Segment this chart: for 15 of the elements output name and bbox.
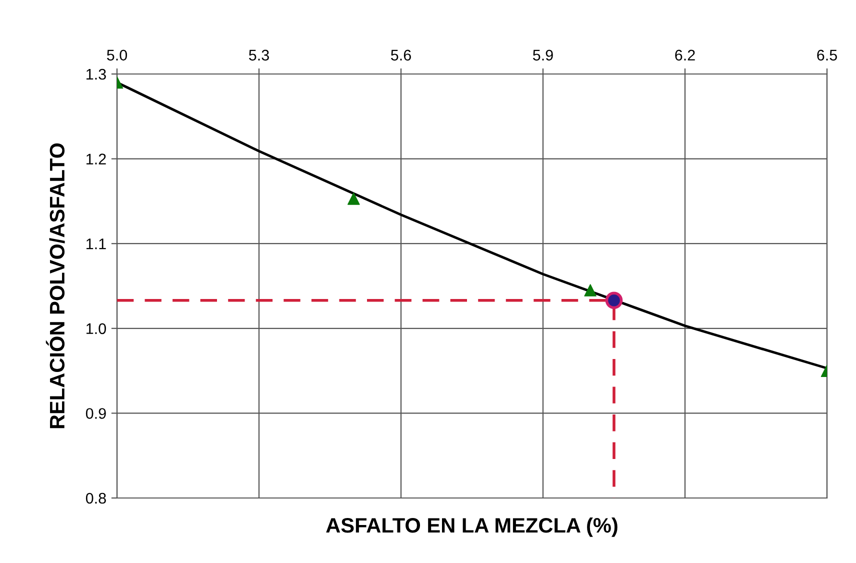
x-tick-label: 5.0 xyxy=(106,50,128,61)
x-tick-label: 5.3 xyxy=(248,50,269,61)
y-tick-label: 1.3 xyxy=(86,68,106,80)
point xyxy=(605,292,623,310)
y-tick-label: 1.1 xyxy=(86,238,106,250)
y-axis-title: RELACIÓN POLVO/ASFALTO xyxy=(46,143,65,428)
y-tick-label: 1.0 xyxy=(86,323,106,334)
y-tick-label: 1.2 xyxy=(86,154,106,164)
x-axis-title: ASFALTO EN LA MEZCLA (%) xyxy=(326,517,618,537)
y-tick-label: 0.9 xyxy=(86,408,106,419)
x-tick-label: 6.5 xyxy=(817,50,837,61)
y-tick-label: 0.8 xyxy=(86,492,106,504)
x-tick-label: 5.6 xyxy=(390,50,411,61)
x-tick-label: 5.9 xyxy=(532,50,553,61)
x-tick-label: 6.2 xyxy=(675,50,695,61)
